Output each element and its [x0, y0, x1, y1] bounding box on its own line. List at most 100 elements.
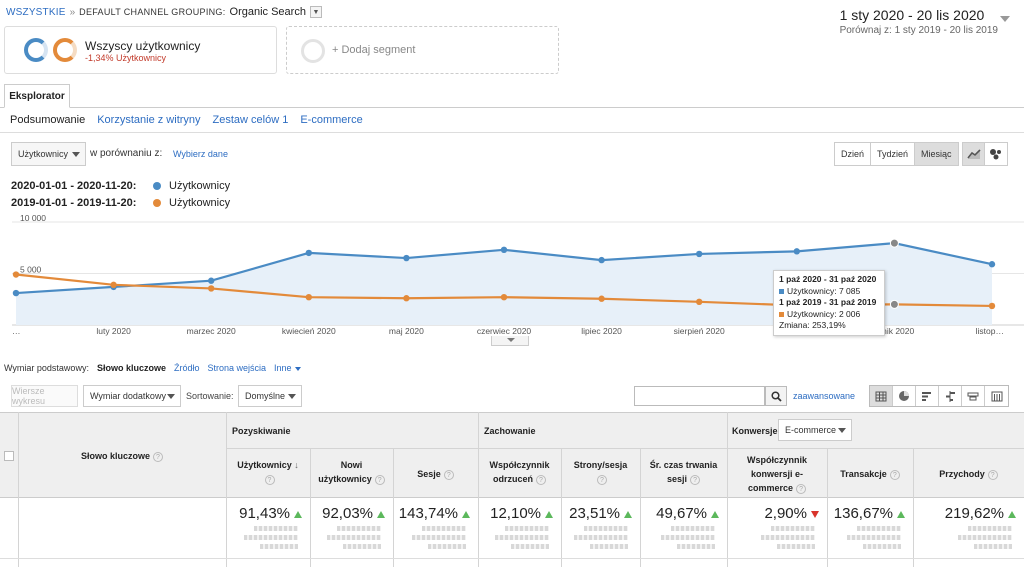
chevron-down-icon: [838, 428, 846, 433]
subtab-ecommerce[interactable]: E-commerce: [300, 114, 363, 126]
group-acquisition: Pozyskiwanie: [232, 426, 291, 436]
chart-collapse-handle[interactable]: [491, 336, 529, 346]
col-header-sessions[interactable]: Sesje?: [393, 467, 478, 481]
dimension-source-link[interactable]: Źródło: [173, 363, 200, 373]
help-icon[interactable]: ?: [264, 474, 275, 485]
term-cloud-view-icon[interactable]: [962, 386, 985, 406]
advanced-filter-link[interactable]: zaawansowane: [793, 391, 856, 401]
table-header: [0, 412, 1024, 498]
help-icon[interactable]: ?: [153, 451, 163, 462]
table-search-input[interactable]: [634, 386, 765, 406]
date-range-picker[interactable]: 1 sty 2020 - 20 lis 2020 Porównaj z: 1 s…: [840, 7, 998, 36]
col-header-bounce-rate[interactable]: Współczynnik odrzuceń?: [478, 458, 561, 486]
metric-select[interactable]: Użytkownicy: [11, 142, 86, 166]
col-header-pages-per-session[interactable]: Strony/sesja?: [561, 458, 640, 486]
legend-row-previous: 2019-01-01 - 2019-11-20: Użytkownicy: [11, 197, 230, 209]
col-divider: [226, 412, 227, 567]
col-header-avg-session-duration[interactable]: Śr. czas trwania sesji?: [640, 458, 727, 486]
grid-view-icon[interactable]: [870, 386, 893, 406]
search-button[interactable]: [765, 386, 787, 406]
total-cell: 2,90%: [727, 505, 819, 522]
total-cell: 136,67%: [827, 505, 905, 522]
data-point: [403, 254, 410, 262]
data-point: [403, 295, 410, 302]
total-value: 143,74%: [398, 505, 458, 522]
breadcrumb-segment: Organic Search: [229, 6, 306, 18]
redacted-value: [847, 535, 901, 540]
data-point: [696, 298, 703, 306]
keyword-column-header[interactable]: Słowo kluczowe?: [18, 449, 226, 463]
dimension-landing-page-link[interactable]: Strona wejścia: [207, 363, 267, 373]
granularity-month[interactable]: Miesiąc: [915, 143, 958, 165]
motion-chart-icon[interactable]: [985, 143, 1007, 165]
sort-select[interactable]: Domyślne: [238, 385, 302, 407]
col-header-conv-rate-label-2: konwersji e-: [750, 469, 804, 479]
redacted-value: [260, 544, 298, 549]
x-tick-label: kwiecień 2020: [282, 326, 336, 336]
dimension-other-link[interactable]: Inne: [274, 363, 301, 373]
trend-up-icon: [462, 510, 470, 518]
col-header-users[interactable]: Użytkownicy ↓?: [226, 458, 310, 486]
tab-explorer[interactable]: Eksplorator: [4, 84, 70, 108]
line-chart-icon[interactable]: [963, 143, 985, 165]
help-icon[interactable]: ?: [597, 474, 607, 485]
metric-select-value: Użytkownicy: [18, 149, 69, 159]
redacted-value: [677, 544, 715, 549]
help-icon[interactable]: ?: [374, 474, 385, 485]
redacted-value: [584, 526, 628, 531]
segment-card-all-users[interactable]: Wszyscy użytkownicy -1,34% Użytkownicy: [4, 26, 277, 74]
help-icon[interactable]: ?: [796, 483, 807, 494]
breadcrumb-all-link[interactable]: WSZYSTKIE: [6, 6, 66, 18]
data-point: [208, 285, 215, 292]
add-segment-button[interactable]: + Dodaj segment: [286, 26, 559, 74]
granularity-day[interactable]: Dzień: [835, 143, 872, 165]
subtab-site-usage[interactable]: Korzystanie z witryny: [97, 114, 201, 126]
pie-view-icon[interactable]: [893, 386, 916, 406]
help-icon[interactable]: ?: [889, 469, 900, 480]
redacted-value: [857, 526, 901, 531]
performance-view-icon[interactable]: [916, 386, 939, 406]
date-range-caret-icon[interactable]: [1000, 16, 1010, 22]
help-icon[interactable]: ?: [443, 469, 454, 480]
subtab-goal-set[interactable]: Zestaw celów 1: [212, 114, 289, 126]
redacted-value: [863, 544, 901, 549]
subtab-divider: [0, 132, 1024, 133]
redacted-value: [968, 526, 1012, 531]
total-value: 23,51%: [569, 505, 620, 522]
breadcrumb-dropdown-icon[interactable]: ▼: [309, 6, 322, 18]
plot-rows-button[interactable]: Wiersze wykresu: [11, 385, 78, 407]
col-header-revenue[interactable]: Przychody?: [913, 467, 1024, 481]
help-icon[interactable]: ?: [690, 474, 701, 485]
total-value: 91,43%: [239, 505, 290, 522]
pivot-view-icon[interactable]: [985, 386, 1008, 406]
col-header-ecommerce-conversion-rate[interactable]: Współczynnik konwersji e-commerce?: [727, 453, 827, 495]
choose-metric-link[interactable]: Wybierz dane: [173, 149, 228, 159]
col-header-new-users[interactable]: Nowi użytkownicy?: [310, 458, 393, 486]
col-divider: [727, 412, 728, 567]
primary-dimension-label: Wymiar podstawowy:: [4, 363, 89, 373]
legend-dot-orange-icon: [153, 199, 161, 207]
x-tick-label: lipiec 2020: [581, 326, 622, 336]
data-point: [988, 261, 996, 268]
tooltip-period-current: 1 paź 2020 - 31 paź 2020: [779, 274, 877, 284]
subtab-summary[interactable]: Podsumowanie: [10, 114, 86, 126]
segment-ring-orange-icon: [53, 38, 77, 62]
chart-tooltip: 1 paź 2020 - 31 paź 2020 Użytkownicy: 7 …: [773, 270, 885, 336]
col-header-pages-per-session-label: Strony/sesja: [573, 460, 628, 470]
sort-arrow-down-icon: ↓: [294, 460, 299, 470]
chart-type-toggle: [962, 142, 1008, 166]
comparison-view-icon[interactable]: [939, 386, 962, 406]
total-cell: 49,67%: [640, 505, 719, 522]
help-icon[interactable]: ?: [987, 469, 998, 480]
total-cell: 92,03%: [310, 505, 385, 522]
col-header-transactions[interactable]: Transakcje?: [827, 467, 913, 481]
trend-up-icon: [377, 510, 385, 518]
granularity-week[interactable]: Tydzień: [871, 143, 916, 165]
secondary-dimension-select[interactable]: Wymiar dodatkowy: [83, 385, 181, 407]
data-point: [598, 295, 605, 302]
tooltip-square-blue-icon: [779, 288, 784, 294]
help-icon[interactable]: ?: [536, 474, 546, 485]
select-all-checkbox[interactable]: [4, 451, 14, 461]
redacted-value: [244, 535, 298, 540]
conversion-type-select[interactable]: E-commerce: [778, 419, 852, 441]
